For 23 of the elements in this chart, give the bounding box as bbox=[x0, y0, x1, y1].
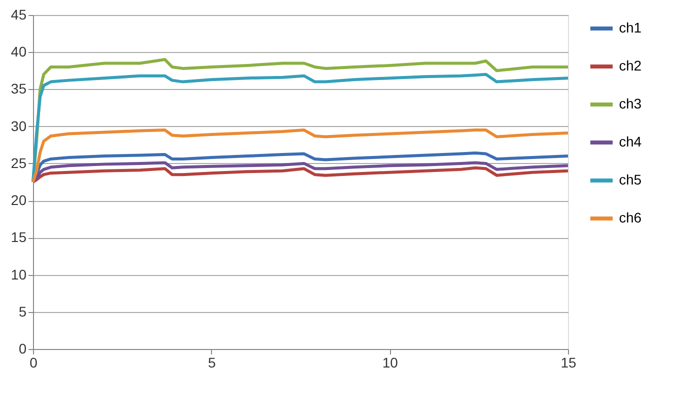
legend-label: ch6 bbox=[619, 210, 642, 226]
y-tick-label: 5 bbox=[18, 303, 27, 320]
y-tick-label: 20 bbox=[10, 192, 27, 208]
y-tick-label: 15 bbox=[10, 229, 27, 246]
y-tick-label: 40 bbox=[10, 44, 27, 60]
x-tick-label: 10 bbox=[382, 354, 398, 370]
line-series bbox=[32, 166, 570, 184]
x-tick-label: 0 bbox=[30, 354, 38, 370]
y-tick-label: 30 bbox=[10, 118, 27, 134]
legend-label: ch1 bbox=[619, 20, 642, 36]
line-series bbox=[32, 161, 570, 184]
legend-label: ch2 bbox=[619, 58, 642, 74]
y-tick-label: 25 bbox=[10, 154, 27, 171]
y-tick-label: 0 bbox=[18, 340, 27, 356]
line-series bbox=[32, 128, 570, 184]
legend-label: ch3 bbox=[619, 96, 642, 112]
y-tick-label: 35 bbox=[10, 80, 27, 97]
x-tick-label: 15 bbox=[560, 354, 576, 370]
legend-label: ch5 bbox=[619, 172, 642, 188]
y-tick-label: 45 bbox=[10, 6, 27, 22]
y-tick-label: 10 bbox=[10, 266, 27, 282]
x-tick-label: 5 bbox=[208, 354, 216, 370]
legend-label: ch4 bbox=[619, 134, 642, 150]
